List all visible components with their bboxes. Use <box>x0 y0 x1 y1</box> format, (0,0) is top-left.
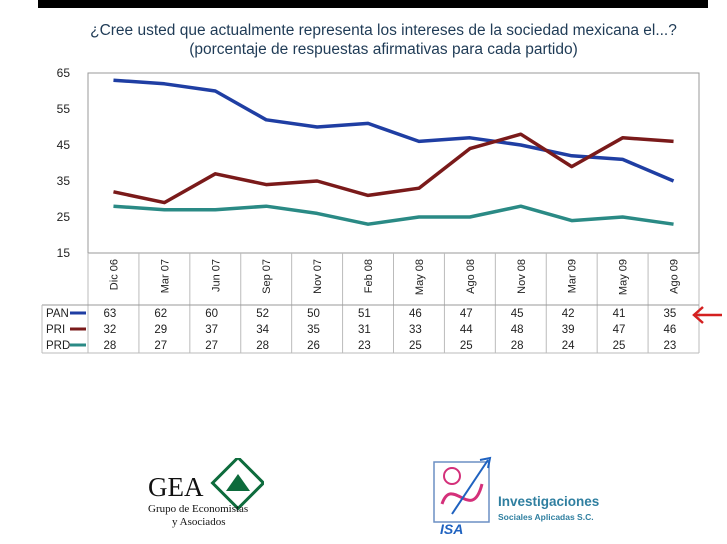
x-tick-label: Mar 09 <box>567 259 579 293</box>
legend-label-pan: PAN <box>46 308 69 320</box>
data-value: 28 <box>256 340 269 352</box>
data-value: 41 <box>613 308 626 320</box>
x-tick-label: May 09 <box>618 259 630 295</box>
left-arrow-icon <box>692 306 722 324</box>
data-value: 25 <box>409 340 422 352</box>
data-value: 26 <box>307 340 320 352</box>
isa-name-line2: Sociales Aplicadas S.C. <box>498 512 594 522</box>
data-value: 24 <box>562 340 575 352</box>
data-value: 62 <box>154 308 167 320</box>
series-line-prd <box>113 204 674 226</box>
x-tick-label: May 08 <box>414 259 426 295</box>
data-value: 44 <box>460 324 473 336</box>
data-value: 50 <box>307 308 320 320</box>
gea-wordmark: GEA <box>148 472 204 502</box>
x-tick-label: Dic 06 <box>108 259 120 290</box>
isa-name-line1: Investigaciones <box>498 494 599 509</box>
data-value: 27 <box>154 340 167 352</box>
gea-logo-graphic: GEA Grupo de Economistas y Asociados <box>148 455 266 528</box>
data-value: 46 <box>664 324 677 336</box>
data-value: 28 <box>511 340 524 352</box>
x-tick-label: Nov 07 <box>312 259 324 294</box>
data-value: 51 <box>358 308 371 320</box>
x-tick-label: Nov 08 <box>516 259 528 294</box>
series-line-pan <box>113 78 675 183</box>
data-value: 34 <box>256 324 269 336</box>
data-value: 39 <box>562 324 575 336</box>
x-tick-label: Feb 08 <box>363 259 375 293</box>
data-value: 60 <box>205 308 218 320</box>
data-value: 27 <box>205 340 218 352</box>
data-value: 63 <box>103 308 116 320</box>
y-tick-label: 15 <box>57 246 71 260</box>
chart-title: ¿Cree usted que actualmente representa l… <box>90 22 677 39</box>
data-value: 47 <box>613 324 626 336</box>
series-line-pri <box>113 132 674 205</box>
gea-subtitle-1: Grupo de Economistas <box>148 503 248 515</box>
gea-subtitle-2: y Asociados <box>172 516 225 528</box>
legend-label-pri: PRI <box>46 324 65 336</box>
data-value: 31 <box>358 324 371 336</box>
data-value: 37 <box>205 324 218 336</box>
data-value: 35 <box>664 308 677 320</box>
data-value: 48 <box>511 324 524 336</box>
y-tick-label: 65 <box>57 66 71 80</box>
data-value: 52 <box>256 308 269 320</box>
x-tick-label: Ago 08 <box>465 259 477 294</box>
data-value: 33 <box>409 324 422 336</box>
data-value: 23 <box>664 340 677 352</box>
data-value: 32 <box>103 324 116 336</box>
chart-subtitle: (porcentaje de respuestas afirmativas pa… <box>189 41 578 58</box>
y-tick-label: 35 <box>57 174 71 188</box>
isa-mark: ISA <box>440 521 463 537</box>
data-value: 42 <box>562 308 575 320</box>
y-tick-label: 45 <box>57 138 71 152</box>
data-value: 25 <box>460 340 473 352</box>
x-tick-label: Mar 07 <box>159 259 171 293</box>
data-value: 45 <box>511 308 524 320</box>
data-value: 23 <box>358 340 371 352</box>
data-value: 35 <box>307 324 320 336</box>
x-tick-label: Jun 07 <box>210 259 222 292</box>
data-value: 28 <box>103 340 116 352</box>
gea-logo: GEA Grupo de Economistas y Asociados <box>144 455 266 528</box>
plot-frame <box>87 72 700 254</box>
data-value: 29 <box>154 324 167 336</box>
data-value: 46 <box>409 308 422 320</box>
isa-logo: ISA Investigaciones Sociales Aplicadas S… <box>432 454 632 538</box>
data-value: 47 <box>460 308 473 320</box>
top-bar <box>38 0 708 8</box>
legend-label-prd: PRD <box>46 340 70 352</box>
data-value: 25 <box>613 340 626 352</box>
x-tick-label: Sep 07 <box>261 259 273 294</box>
x-tick-label: Ago 09 <box>669 259 681 294</box>
isa-logo-graphic: ISA Investigaciones Sociales Aplicadas S… <box>433 456 599 537</box>
y-tick-label: 25 <box>57 210 71 224</box>
y-tick-label: 55 <box>57 102 71 116</box>
